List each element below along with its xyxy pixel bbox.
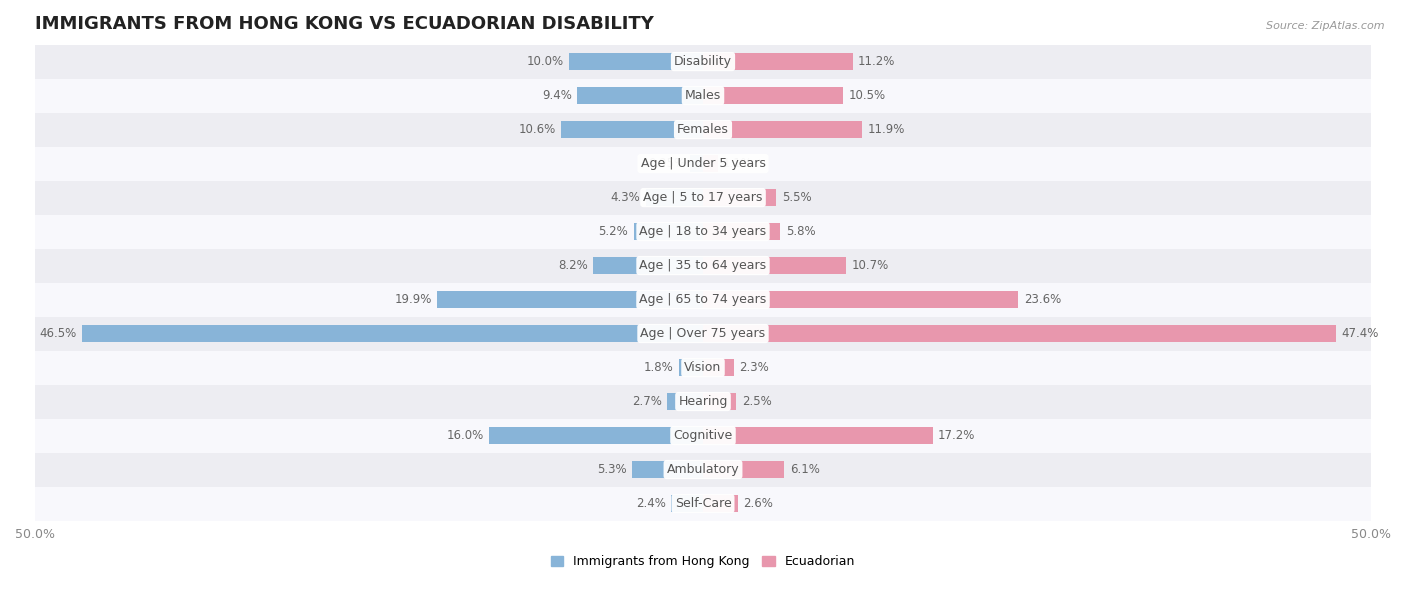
Bar	[703, 393, 737, 411]
Text: 10.6%: 10.6%	[519, 123, 555, 136]
Text: 11.9%: 11.9%	[868, 123, 904, 136]
Text: Disability: Disability	[673, 55, 733, 68]
Bar	[703, 121, 862, 138]
Bar	[633, 461, 703, 479]
Bar	[703, 427, 932, 444]
Bar	[703, 359, 734, 376]
Bar	[35, 78, 1371, 113]
Bar	[35, 113, 1371, 147]
Bar	[35, 452, 1371, 487]
Text: 16.0%: 16.0%	[447, 429, 484, 442]
Text: 2.6%: 2.6%	[744, 497, 773, 510]
Text: 8.2%: 8.2%	[558, 259, 588, 272]
Text: 1.8%: 1.8%	[644, 361, 673, 374]
Bar	[593, 256, 703, 274]
Text: 5.8%: 5.8%	[786, 225, 815, 238]
Text: Males: Males	[685, 89, 721, 102]
Legend: Immigrants from Hong Kong, Ecuadorian: Immigrants from Hong Kong, Ecuadorian	[546, 550, 860, 573]
Bar	[35, 351, 1371, 384]
Bar	[703, 256, 846, 274]
Text: 5.5%: 5.5%	[782, 191, 811, 204]
Bar	[703, 87, 844, 105]
Text: 17.2%: 17.2%	[938, 429, 976, 442]
Text: 19.9%: 19.9%	[395, 293, 432, 306]
Bar	[35, 147, 1371, 181]
Bar	[437, 291, 703, 308]
Bar	[35, 45, 1371, 78]
Bar	[82, 325, 703, 342]
Bar	[35, 384, 1371, 419]
Bar	[703, 325, 1336, 342]
Text: Self-Care: Self-Care	[675, 497, 731, 510]
Text: Females: Females	[678, 123, 728, 136]
Text: 11.2%: 11.2%	[858, 55, 896, 68]
Bar	[578, 87, 703, 105]
Text: Cognitive: Cognitive	[673, 429, 733, 442]
Text: 10.7%: 10.7%	[851, 259, 889, 272]
Text: 6.1%: 6.1%	[790, 463, 820, 476]
Bar	[690, 155, 703, 173]
Text: Age | 5 to 17 years: Age | 5 to 17 years	[644, 191, 762, 204]
Text: Source: ZipAtlas.com: Source: ZipAtlas.com	[1267, 21, 1385, 31]
Bar	[679, 359, 703, 376]
Bar	[703, 188, 776, 206]
Bar	[671, 494, 703, 512]
Bar	[634, 223, 703, 241]
Bar	[569, 53, 703, 70]
Text: 2.7%: 2.7%	[631, 395, 662, 408]
Bar	[35, 215, 1371, 248]
Bar	[35, 487, 1371, 521]
Bar	[703, 291, 1018, 308]
Text: 23.6%: 23.6%	[1024, 293, 1062, 306]
Text: 9.4%: 9.4%	[543, 89, 572, 102]
Text: 1.1%: 1.1%	[723, 157, 754, 170]
Bar	[645, 188, 703, 206]
Text: IMMIGRANTS FROM HONG KONG VS ECUADORIAN DISABILITY: IMMIGRANTS FROM HONG KONG VS ECUADORIAN …	[35, 15, 654, 33]
Text: Age | Over 75 years: Age | Over 75 years	[641, 327, 765, 340]
Bar	[35, 419, 1371, 452]
Bar	[703, 223, 780, 241]
Text: Age | Under 5 years: Age | Under 5 years	[641, 157, 765, 170]
Text: 4.3%: 4.3%	[610, 191, 640, 204]
Text: 10.5%: 10.5%	[849, 89, 886, 102]
Bar	[703, 494, 738, 512]
Bar	[561, 121, 703, 138]
Text: Age | 65 to 74 years: Age | 65 to 74 years	[640, 293, 766, 306]
Text: 2.3%: 2.3%	[740, 361, 769, 374]
Bar	[35, 181, 1371, 215]
Text: Hearing: Hearing	[678, 395, 728, 408]
Text: 2.5%: 2.5%	[742, 395, 772, 408]
Bar	[35, 283, 1371, 316]
Text: 5.2%: 5.2%	[599, 225, 628, 238]
Text: 0.95%: 0.95%	[648, 157, 685, 170]
Text: 2.4%: 2.4%	[636, 497, 665, 510]
Text: Ambulatory: Ambulatory	[666, 463, 740, 476]
Text: 5.3%: 5.3%	[598, 463, 627, 476]
Text: 47.4%: 47.4%	[1341, 327, 1379, 340]
Text: Age | 35 to 64 years: Age | 35 to 64 years	[640, 259, 766, 272]
Text: 46.5%: 46.5%	[39, 327, 76, 340]
Text: Age | 18 to 34 years: Age | 18 to 34 years	[640, 225, 766, 238]
Bar	[703, 53, 852, 70]
Bar	[35, 316, 1371, 351]
Bar	[666, 393, 703, 411]
Bar	[703, 155, 717, 173]
Text: Vision: Vision	[685, 361, 721, 374]
Text: 10.0%: 10.0%	[527, 55, 564, 68]
Bar	[35, 248, 1371, 283]
Bar	[489, 427, 703, 444]
Bar	[703, 461, 785, 479]
